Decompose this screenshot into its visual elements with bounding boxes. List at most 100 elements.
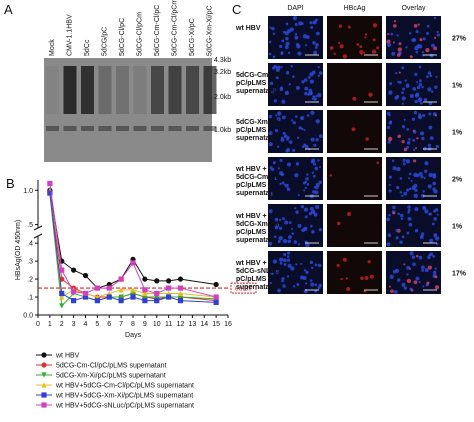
y-tick-label: .1 bbox=[27, 295, 33, 302]
cell bbox=[412, 138, 416, 142]
cell bbox=[304, 86, 309, 91]
cell bbox=[414, 188, 418, 192]
gel-smear bbox=[186, 66, 199, 114]
micrograph bbox=[386, 157, 441, 200]
cell bbox=[426, 281, 430, 285]
cell bbox=[411, 38, 416, 42]
cell bbox=[273, 235, 277, 239]
cell bbox=[412, 262, 416, 267]
cell bbox=[422, 113, 426, 117]
cell bbox=[408, 137, 411, 141]
cell bbox=[287, 162, 292, 167]
data-point bbox=[59, 294, 65, 300]
micrograph bbox=[386, 63, 441, 106]
cell bbox=[270, 271, 274, 276]
cell bbox=[419, 38, 423, 42]
cell bbox=[413, 110, 418, 115]
cell bbox=[427, 87, 432, 92]
cell bbox=[393, 289, 398, 294]
cell bbox=[386, 217, 390, 222]
cell bbox=[414, 207, 419, 212]
y-tick-label: 1.0 bbox=[23, 188, 33, 195]
cell bbox=[426, 24, 430, 28]
data-point bbox=[142, 276, 148, 282]
cell bbox=[401, 235, 405, 239]
cell bbox=[280, 51, 284, 54]
x-tick-label: 7 bbox=[119, 321, 123, 328]
gel-band bbox=[203, 126, 217, 131]
data-point bbox=[71, 289, 77, 295]
cell bbox=[329, 46, 334, 50]
cell bbox=[281, 115, 286, 120]
gel-smear bbox=[203, 66, 217, 114]
cell bbox=[387, 233, 392, 238]
cell bbox=[318, 228, 323, 232]
series-line bbox=[49, 192, 217, 302]
cell bbox=[416, 137, 419, 140]
y-tick-label: .2 bbox=[27, 277, 33, 284]
cell bbox=[285, 36, 289, 41]
size-marker: 2.0kb bbox=[214, 94, 231, 101]
cell bbox=[289, 27, 294, 32]
cell bbox=[314, 263, 318, 267]
percent: 1% bbox=[452, 83, 463, 90]
cell bbox=[275, 223, 280, 228]
micrograph bbox=[327, 157, 382, 200]
cell bbox=[404, 79, 407, 82]
cell bbox=[403, 263, 406, 266]
lane-label: 5dCG-Xi/pC bbox=[189, 18, 196, 56]
cell bbox=[433, 46, 438, 51]
gel-smear bbox=[116, 66, 129, 114]
data-point bbox=[177, 290, 184, 297]
cell bbox=[312, 174, 316, 178]
cell bbox=[297, 136, 300, 139]
cell bbox=[403, 286, 408, 290]
cell bbox=[309, 279, 313, 282]
cell bbox=[315, 119, 320, 124]
cell bbox=[281, 181, 285, 185]
data-point bbox=[213, 294, 219, 300]
lane-label: 5dCG-Cl/pCm bbox=[137, 12, 144, 56]
cell bbox=[393, 24, 397, 28]
cell bbox=[421, 136, 425, 141]
cell bbox=[365, 137, 369, 141]
cell bbox=[342, 257, 347, 262]
cell bbox=[313, 143, 317, 147]
cell bbox=[397, 47, 402, 52]
gel-band bbox=[63, 126, 77, 131]
cell bbox=[277, 167, 280, 170]
gel-smear bbox=[63, 66, 77, 114]
row-label: supernatant bbox=[236, 88, 277, 95]
percent: 2% bbox=[452, 177, 463, 184]
cell bbox=[286, 187, 291, 191]
cell bbox=[310, 137, 315, 142]
cell bbox=[294, 33, 298, 36]
cell bbox=[345, 277, 349, 280]
cell bbox=[297, 223, 302, 228]
cell bbox=[406, 188, 410, 192]
cell bbox=[418, 280, 421, 284]
cell bbox=[306, 173, 309, 176]
cell bbox=[311, 70, 316, 75]
cell bbox=[287, 239, 292, 244]
cell bbox=[317, 92, 322, 98]
cell bbox=[317, 263, 322, 268]
data-point bbox=[82, 294, 89, 300]
column-header: DAPI bbox=[287, 5, 303, 12]
percent: 1% bbox=[452, 224, 463, 231]
cell bbox=[268, 52, 272, 56]
legend-label: 5dCG-Cm-Cl/pC/pLMS supernatant bbox=[56, 363, 167, 370]
gel-band bbox=[98, 126, 112, 131]
cell bbox=[303, 129, 306, 132]
lane-label: CMV-1.1HBV bbox=[67, 14, 74, 56]
cell bbox=[436, 33, 440, 37]
cell bbox=[407, 177, 411, 180]
cell bbox=[387, 42, 392, 48]
cell bbox=[276, 145, 280, 148]
cell bbox=[429, 136, 434, 140]
gel-smear bbox=[133, 66, 147, 114]
cell bbox=[406, 145, 410, 149]
x-tick-label: 14 bbox=[200, 321, 208, 328]
cell bbox=[427, 143, 432, 147]
x-axis-label: Days bbox=[125, 332, 141, 339]
